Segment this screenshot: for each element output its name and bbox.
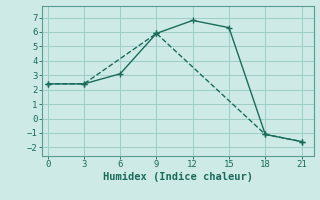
- X-axis label: Humidex (Indice chaleur): Humidex (Indice chaleur): [103, 172, 252, 182]
